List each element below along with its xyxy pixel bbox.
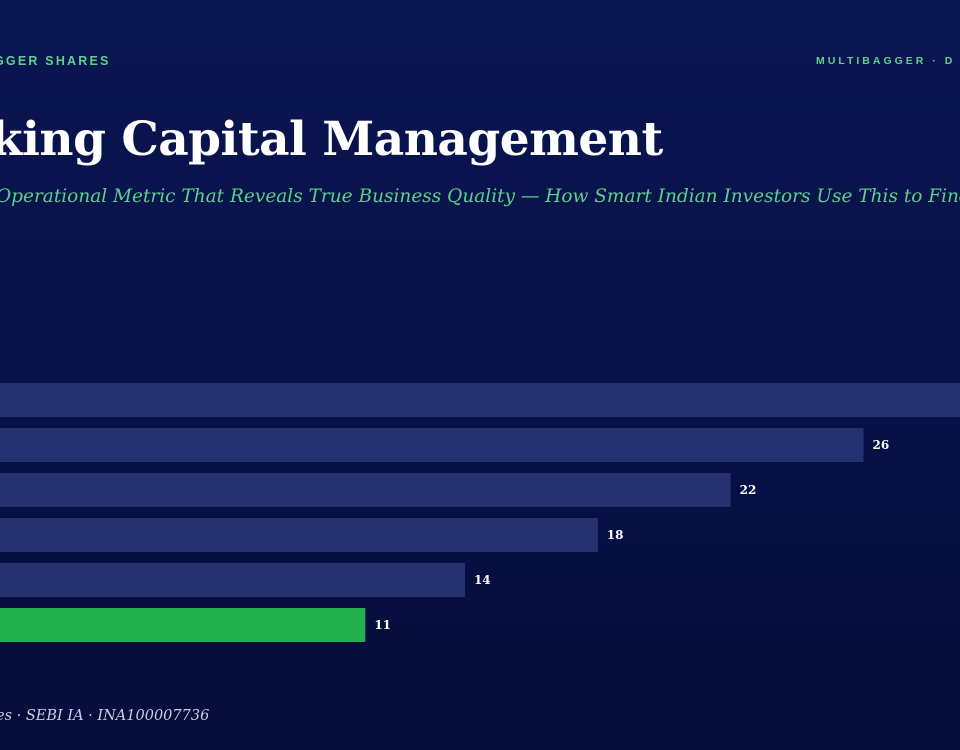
bar xyxy=(0,473,731,507)
bar xyxy=(0,563,465,597)
bar-value-label: 11 xyxy=(374,618,391,632)
bar-chart: 26 22 18 14 11 xyxy=(0,383,960,642)
bar-value-label: 22 xyxy=(740,483,757,497)
footer-disclaimer: es · SEBI IA · INA100007736 xyxy=(0,708,210,724)
page-title: king Capital Management xyxy=(0,112,663,167)
brand-tag: MULTIBAGGER · D xyxy=(816,55,956,67)
bar-value-label: 18 xyxy=(607,528,624,542)
bar xyxy=(0,428,864,462)
bar xyxy=(0,518,598,552)
bar-value-label: 26 xyxy=(873,438,890,452)
page-subtitle: Operational Metric That Reveals True Bus… xyxy=(0,186,960,207)
bar-highlight xyxy=(0,608,366,642)
brand-name: GGER SHARES xyxy=(0,54,111,68)
bar xyxy=(0,383,960,417)
bar-value-label: 14 xyxy=(474,573,491,587)
